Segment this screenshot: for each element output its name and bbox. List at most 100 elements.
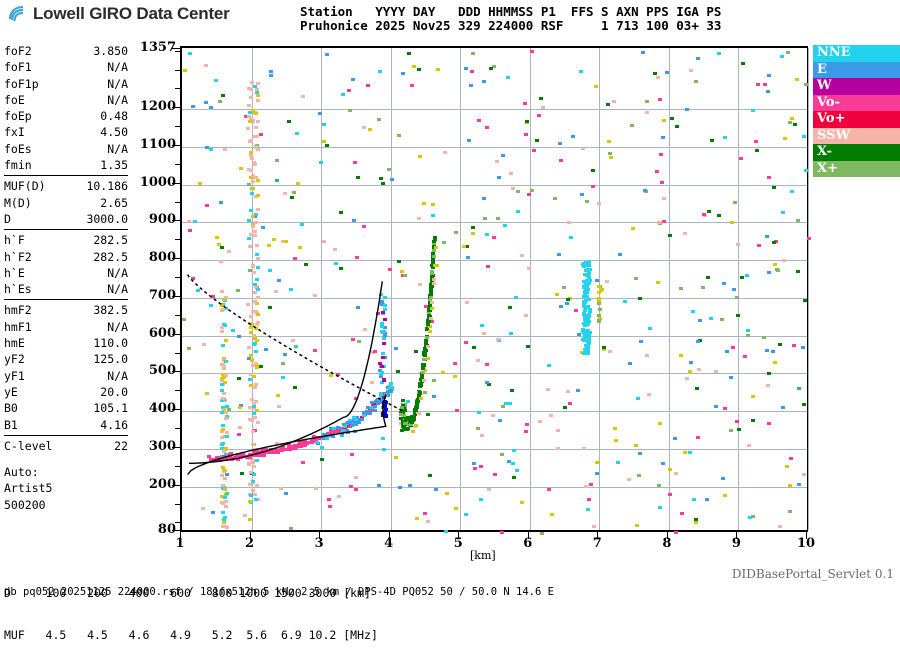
- legend-item-x[interactable]: X+: [813, 160, 900, 177]
- echo-point: [219, 290, 224, 294]
- echo-point: [509, 172, 513, 176]
- echo-point: [205, 146, 210, 150]
- echo-point: [255, 323, 260, 327]
- echo-point: [322, 140, 327, 144]
- echo-point: [801, 134, 806, 138]
- echo-point: [251, 375, 256, 379]
- echo-point: [353, 475, 358, 479]
- echo-point: [328, 373, 333, 377]
- echo-point: [222, 297, 227, 301]
- echo-point: [321, 240, 326, 243]
- echo-point: [678, 286, 683, 290]
- echo-point: [693, 520, 698, 524]
- echo-point: [471, 461, 476, 465]
- echo-point: [382, 326, 387, 330]
- echo-point: [245, 303, 250, 307]
- echo-point: [585, 347, 590, 351]
- echo-point: [252, 341, 257, 345]
- echo-point: [586, 262, 591, 266]
- echo-point: [431, 252, 436, 256]
- param-row-fof1: foF1 N/A: [4, 59, 128, 75]
- echo-point: [327, 432, 332, 436]
- echo-point: [596, 202, 601, 206]
- echo-point: [429, 279, 434, 283]
- echo-point: [218, 260, 223, 264]
- ionogram-plot-area[interactable]: [180, 46, 812, 535]
- legend-item-nne[interactable]: NNE: [813, 45, 900, 62]
- param-row-clevel: C-level 22: [4, 438, 128, 454]
- echo-point: [255, 483, 260, 487]
- echo-point: [251, 175, 256, 179]
- x-tick-mark: [249, 532, 251, 539]
- echo-point: [431, 254, 436, 258]
- echo-point: [781, 210, 786, 214]
- echo-point: [226, 250, 231, 254]
- echo-point: [529, 189, 534, 193]
- echo-point: [247, 245, 252, 249]
- echo-point: [661, 220, 666, 224]
- echo-point: [586, 313, 591, 317]
- echo-point: [325, 432, 330, 436]
- echo-point: [634, 444, 639, 448]
- param-key: B1: [4, 417, 18, 432]
- legend-item-e[interactable]: E: [813, 61, 900, 78]
- echo-point: [478, 498, 483, 502]
- param-value: N/A: [107, 60, 128, 75]
- echo-point: [597, 301, 602, 305]
- echo-point: [204, 101, 209, 105]
- echo-point: [254, 364, 259, 368]
- echo-point: [465, 301, 470, 305]
- echo-point: [524, 430, 529, 434]
- echo-point: [766, 176, 771, 180]
- echo-point: [723, 406, 728, 410]
- echo-point: [430, 301, 435, 305]
- echo-point: [424, 339, 429, 343]
- echo-point: [382, 304, 387, 308]
- echo-point: [426, 316, 431, 320]
- echo-point: [380, 182, 385, 186]
- echo-point: [500, 405, 505, 409]
- y-tick-mark: [172, 48, 180, 49]
- echo-point: [414, 403, 419, 407]
- y-tick-mark: [172, 530, 180, 531]
- echo-point: [269, 74, 274, 78]
- echo-point: [340, 433, 345, 437]
- echo-point: [586, 331, 591, 335]
- param-row-hme: hmE 110.0: [4, 335, 128, 351]
- echo-point: [524, 120, 529, 124]
- echo-point: [434, 245, 439, 249]
- echo-point: [314, 487, 319, 491]
- legend-item-w[interactable]: W: [813, 78, 900, 95]
- echo-point: [596, 320, 601, 324]
- echo-point: [262, 453, 267, 457]
- echo-point: [341, 422, 346, 426]
- echo-point: [393, 455, 398, 459]
- legend-item-ssw[interactable]: SSW: [813, 127, 900, 144]
- echo-point: [707, 209, 712, 213]
- legend-item-vo[interactable]: Vo+: [813, 111, 900, 128]
- echo-point: [220, 382, 225, 386]
- echo-point: [495, 160, 500, 164]
- echo-point: [522, 101, 527, 105]
- y-tick-mark: [172, 446, 180, 448]
- echo-point: [394, 347, 399, 351]
- echo-point: [505, 75, 510, 79]
- echo-point: [509, 388, 514, 392]
- param-row-mufd: MUF(D) 10.186: [4, 178, 128, 194]
- echo-point: [247, 483, 252, 487]
- echo-point: [382, 405, 387, 409]
- echo-point: [217, 100, 222, 103]
- echo-point: [421, 367, 426, 371]
- legend-item-x[interactable]: X-: [813, 144, 900, 161]
- echo-point: [497, 418, 502, 422]
- group-height-curve: [187, 394, 387, 476]
- echo-point: [297, 245, 302, 249]
- legend-item-vo[interactable]: Vo-: [813, 94, 900, 111]
- echo-point: [662, 197, 667, 201]
- echo-point: [491, 414, 496, 418]
- echo-point: [218, 201, 223, 205]
- param-row-ye: yE 20.0: [4, 384, 128, 400]
- echo-point: [421, 365, 426, 369]
- param-row-b1: B1 4.16: [4, 417, 128, 433]
- echo-point: [597, 314, 602, 318]
